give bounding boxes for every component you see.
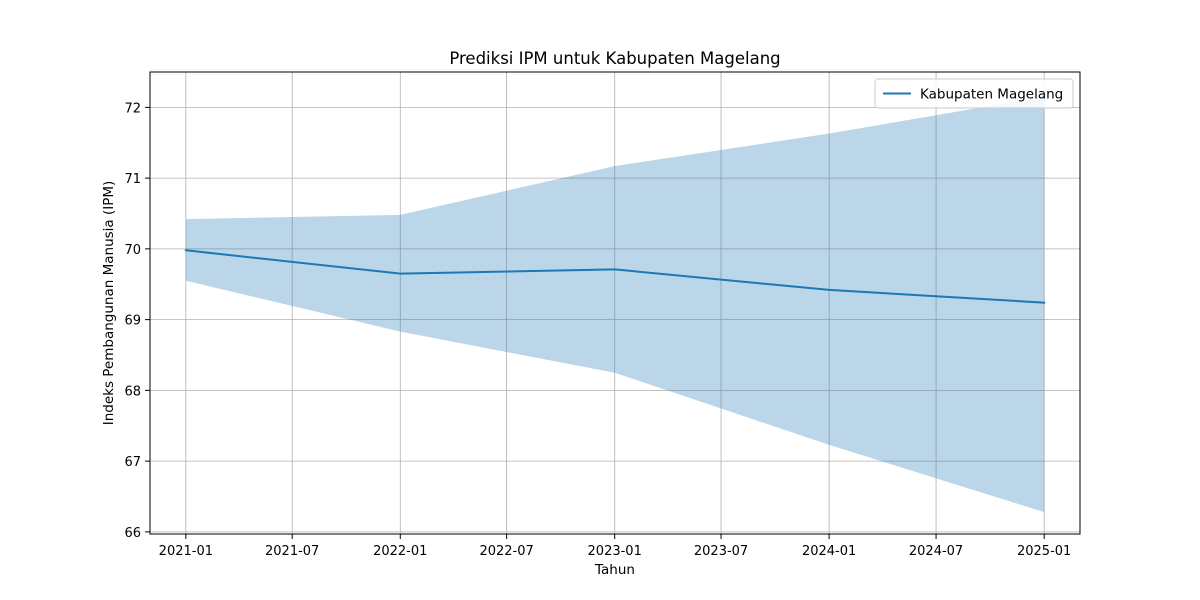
y-tick-label: 66 [124, 526, 141, 541]
x-axis-ticks: 2021-01 2021-07 2022-01 2022-07 2023-01 2023-… [159, 534, 1071, 559]
legend-label: Kabupaten Magelang [920, 87, 1063, 103]
x-axis-label: Tahun [594, 562, 635, 578]
chart-title: Prediksi IPM untuk Kabupaten Magelang [449, 49, 780, 68]
x-tick-label: 2022-01 [373, 544, 427, 559]
legend-box [874, 78, 1074, 109]
x-tick-label: 2023-01 [588, 544, 642, 559]
plot-area: 2021-01 2021-07 2022-01 2022-07 2023-01 2023-… [124, 71, 1081, 559]
x-tick-label: 2021-01 [159, 544, 213, 559]
y-axis-ticks: 66 67 68 69 70 71 72 [124, 101, 150, 541]
series-line-layer [184, 249, 1046, 304]
y-tick-label: 70 [124, 243, 141, 258]
legend: Kabupaten Magelang [874, 78, 1074, 109]
y-tick-label: 72 [124, 101, 141, 116]
x-tick-label: 2024-07 [909, 544, 963, 559]
y-tick-label: 69 [124, 314, 141, 329]
x-tick-label: 2022-07 [479, 544, 533, 559]
x-tick-label: 2021-07 [265, 544, 319, 559]
y-tick-label: 67 [124, 455, 141, 470]
y-tick-label: 71 [124, 172, 141, 187]
y-axis-label: Indeks Pembangunan Manusia (IPM) [101, 181, 117, 426]
y-tick-label: 68 [124, 384, 141, 399]
x-tick-label: 2023-07 [694, 544, 748, 559]
series-line [184, 249, 1046, 304]
x-tick-label: 2024-01 [802, 544, 856, 559]
x-tick-label: 2025-01 [1017, 544, 1071, 559]
grid-lines [150, 72, 1080, 534]
confidence-band-layer [185, 96, 1045, 513]
confidence-band [185, 96, 1045, 513]
